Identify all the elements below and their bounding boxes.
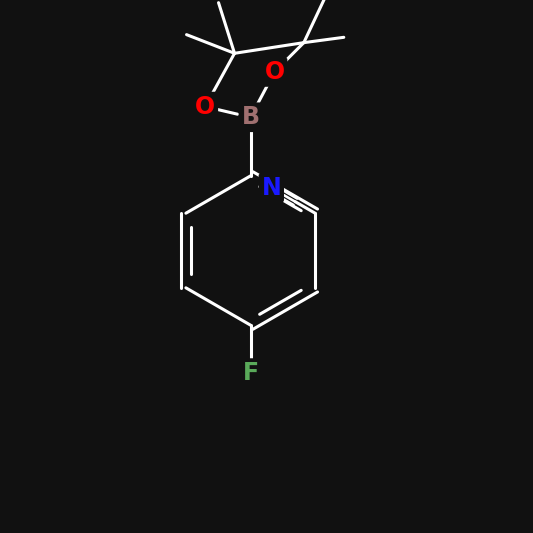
Text: O: O: [195, 94, 215, 119]
Text: B: B: [241, 105, 260, 130]
Text: F: F: [243, 361, 259, 385]
Text: O: O: [264, 60, 285, 84]
Text: N: N: [261, 176, 281, 200]
